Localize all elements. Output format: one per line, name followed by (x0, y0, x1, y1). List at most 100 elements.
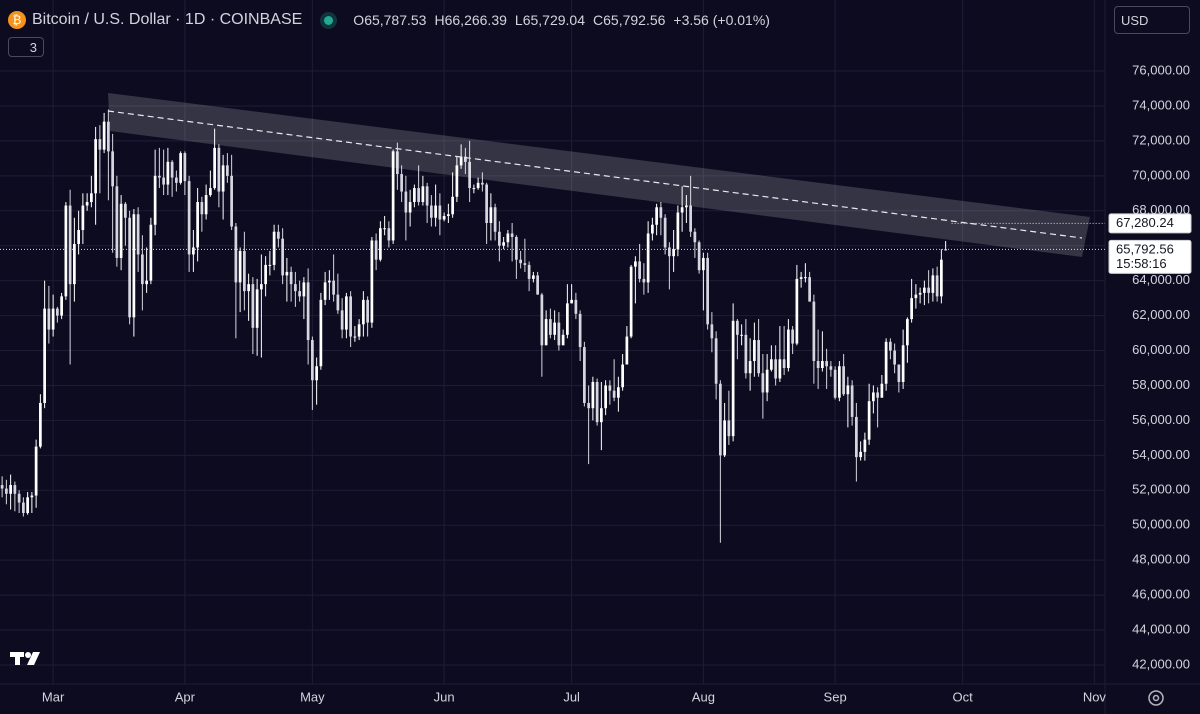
candle-body (5, 488, 8, 494)
candle-body (13, 485, 17, 494)
candle-body (379, 228, 382, 260)
candle-body (493, 207, 497, 232)
candle-body (829, 366, 833, 370)
candle-body (693, 231, 697, 243)
candle-body (855, 416, 858, 458)
candle-body (472, 188, 476, 190)
candle-body (787, 329, 790, 369)
candle-body (98, 139, 102, 150)
candle-body (600, 408, 603, 423)
candle-body (81, 205, 85, 230)
candle-body (812, 301, 816, 362)
candle-body (417, 188, 420, 203)
candle-body (859, 451, 862, 458)
ohlc-value: 65,729.04 (522, 12, 585, 28)
candle-body (723, 420, 726, 456)
y-tick-label: 44,000.00 (1132, 622, 1190, 637)
candle-body (353, 336, 357, 338)
candle-body (90, 193, 93, 203)
candle-body (914, 294, 918, 299)
candle-body (799, 277, 803, 279)
candle-body (485, 184, 488, 223)
y-tick-label: 48,000.00 (1132, 552, 1190, 567)
candle-body (234, 226, 238, 283)
candle-body (315, 366, 318, 381)
candle-body (187, 181, 191, 255)
y-tick-label: 50,000.00 (1132, 517, 1190, 532)
candle-body (77, 229, 80, 244)
candle-body (578, 313, 582, 348)
x-tick-label: Nov (1083, 689, 1107, 704)
candle-body (438, 205, 442, 220)
candle-body (26, 497, 29, 514)
candle-body (702, 257, 705, 271)
candle-body (536, 275, 539, 295)
candle-body (34, 446, 38, 496)
indicator-count[interactable]: 3 (8, 37, 44, 57)
candle-body (595, 381, 599, 423)
candle-body (638, 261, 641, 279)
symbol-icon: ₿ (8, 11, 26, 29)
candle-body (748, 361, 752, 374)
candle-body (340, 310, 344, 330)
candle-body (910, 298, 913, 320)
candle-body (544, 319, 548, 346)
settings-icon[interactable] (1148, 690, 1164, 706)
candle-body (833, 369, 837, 398)
candle-body (192, 247, 195, 255)
candle-body (22, 502, 25, 514)
candle-body (523, 263, 527, 265)
candle-body (842, 366, 845, 395)
candle-body (332, 280, 335, 295)
candle-body (425, 186, 429, 206)
y-tick-label: 42,000.00 (1132, 656, 1190, 671)
candle-body (366, 299, 369, 323)
candle-body (736, 320, 739, 335)
candle-body (872, 392, 875, 402)
candle-body (931, 275, 935, 293)
candle-body (166, 161, 170, 185)
x-tick-label: Sep (824, 689, 847, 704)
candle-body (527, 264, 531, 279)
candle-body (608, 385, 612, 391)
candle-body (136, 214, 140, 255)
ohlc-label: H (434, 12, 445, 28)
market-status (324, 15, 334, 25)
candle-body (889, 341, 892, 351)
price-label-box (1108, 239, 1192, 274)
candle-body (430, 205, 433, 218)
candle-body (56, 308, 59, 316)
candle-body (740, 334, 743, 336)
y-tick-label: 74,000.00 (1132, 97, 1190, 112)
candle-body (604, 385, 607, 409)
candle-body (413, 188, 416, 203)
candle-body (901, 345, 905, 382)
candle-body (710, 324, 714, 339)
candle-body (0, 485, 4, 489)
y-tick-label: 60,000.00 (1132, 342, 1190, 357)
candle-body (30, 495, 34, 498)
tradingview-logo (10, 652, 40, 665)
currency-selector[interactable]: USD (1114, 6, 1190, 34)
candle-body (778, 359, 782, 379)
candle-body (561, 334, 565, 346)
candle-body (247, 284, 250, 292)
candle-body (111, 151, 114, 187)
candle-body (209, 188, 212, 196)
candle-body (884, 341, 888, 384)
candle-body (574, 299, 578, 314)
candle-body (204, 195, 208, 215)
candle-body (676, 212, 680, 250)
candle-body (753, 340, 756, 362)
y-tick-label: 52,000.00 (1132, 482, 1190, 497)
candle-body (255, 289, 259, 328)
candle-body (175, 177, 178, 183)
candle-body (183, 153, 187, 182)
change: +3.56 (+0.01%) (673, 12, 770, 28)
candle-body (434, 205, 437, 218)
candle-body (323, 282, 327, 300)
candle-body (251, 284, 255, 328)
ohlc-low: L65,729.04 (515, 12, 585, 28)
